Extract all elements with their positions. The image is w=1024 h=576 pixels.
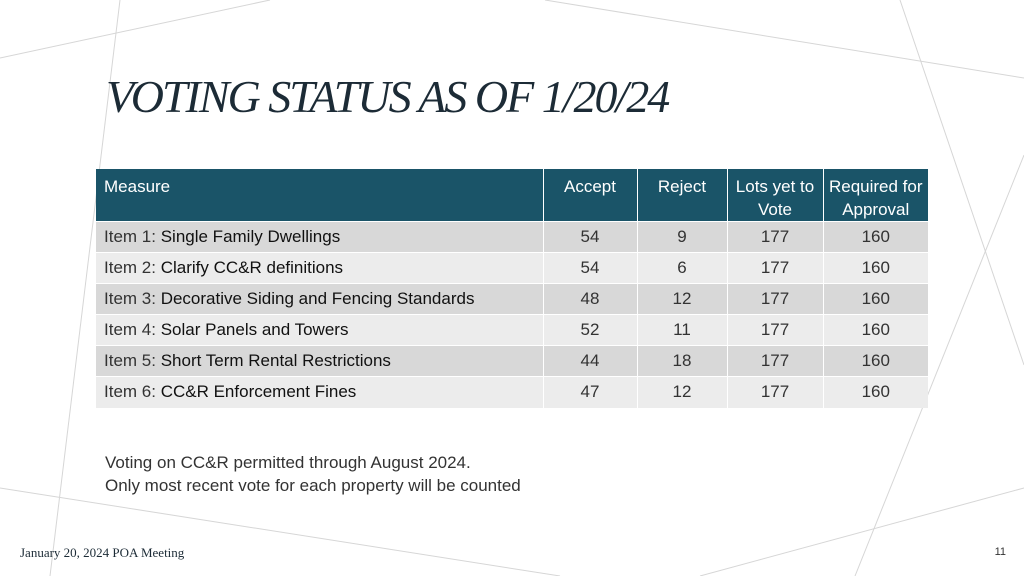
required-count: 160 xyxy=(823,221,928,253)
lots-yet-count: 177 xyxy=(727,283,824,315)
required-count: 160 xyxy=(823,376,928,408)
table-row: Item 6: CC&R Enforcement Fines 47 12 177… xyxy=(96,376,928,408)
decor-line xyxy=(0,487,561,576)
table-row: Item 1: Single Family Dwellings 54 9 177… xyxy=(96,221,928,253)
required-count: 160 xyxy=(823,345,928,377)
required-count: 160 xyxy=(823,314,928,346)
decor-line xyxy=(544,0,1024,79)
required-count: 160 xyxy=(823,252,928,284)
reject-count: 6 xyxy=(637,252,728,284)
header-reject: Reject xyxy=(637,169,728,222)
voting-status-table: Measure Accept Reject Lots yet to Vote R… xyxy=(96,169,928,408)
reject-count: 18 xyxy=(637,345,728,377)
header-lots-yet-to-vote: Lots yet to Vote xyxy=(727,169,824,222)
page-number: 11 xyxy=(994,546,1006,558)
item-name: CC&R Enforcement Fines xyxy=(160,382,357,402)
lots-yet-count: 177 xyxy=(727,314,824,346)
item-number: Item 6: xyxy=(104,382,156,402)
table-row: Item 4: Solar Panels and Towers 52 11 17… xyxy=(96,314,928,346)
lots-yet-count: 177 xyxy=(727,221,824,253)
item-number: Item 3: xyxy=(104,289,156,308)
lots-yet-count: 177 xyxy=(727,345,824,377)
reject-count: 9 xyxy=(637,221,728,253)
accept-count: 48 xyxy=(543,283,638,315)
header-measure: Measure xyxy=(96,169,544,222)
item-number: Item 2: xyxy=(104,258,156,277)
table-row: Item 5: Short Term Rental Restrictions 4… xyxy=(96,345,928,377)
reject-count: 12 xyxy=(637,283,728,315)
reject-count: 11 xyxy=(637,314,728,346)
header-required-for-approval: Required for Approval xyxy=(823,169,928,222)
item-name: Clarify CC&R definitions xyxy=(160,258,344,277)
item-name: Decorative Siding and Fencing Standards xyxy=(160,289,475,308)
voting-notes: Voting on CC&R permitted through August … xyxy=(105,451,521,497)
note-line: Only most recent vote for each property … xyxy=(105,476,521,495)
header-accept: Accept xyxy=(543,169,638,222)
measure-cell: Item 5: Short Term Rental Restrictions xyxy=(96,345,544,377)
item-name: Short Term Rental Restrictions xyxy=(160,351,391,370)
lots-yet-count: 177 xyxy=(727,252,824,284)
accept-count: 44 xyxy=(543,345,638,377)
decor-line xyxy=(0,0,271,59)
lots-yet-count: 177 xyxy=(727,376,824,408)
accept-count: 47 xyxy=(543,376,638,408)
item-number: Item 5: xyxy=(104,351,156,370)
item-number: Item 1: xyxy=(104,227,156,246)
footer-meeting-label: January 20, 2024 POA Meeting xyxy=(20,545,185,560)
measure-cell: Item 1: Single Family Dwellings xyxy=(96,221,544,253)
item-name: Solar Panels and Towers xyxy=(160,320,349,339)
slide-title: VOTING STATUS AS OF 1/20/24 xyxy=(106,71,670,122)
table-row: Item 2: Clarify CC&R definitions 54 6 17… xyxy=(96,252,928,284)
measure-cell: Item 6: CC&R Enforcement Fines xyxy=(96,376,544,408)
table-row: Item 3: Decorative Siding and Fencing St… xyxy=(96,283,928,315)
item-number: Item 4: xyxy=(104,320,156,339)
measure-cell: Item 3: Decorative Siding and Fencing St… xyxy=(96,283,544,315)
reject-count: 12 xyxy=(637,376,728,408)
accept-count: 54 xyxy=(543,252,638,284)
note-line: Voting on CC&R permitted through August … xyxy=(105,453,471,472)
accept-count: 54 xyxy=(543,221,638,253)
measure-cell: Item 2: Clarify CC&R definitions xyxy=(96,252,544,284)
item-name: Single Family Dwellings xyxy=(160,227,341,246)
accept-count: 52 xyxy=(543,314,638,346)
required-count: 160 xyxy=(823,283,928,315)
measure-cell: Item 4: Solar Panels and Towers xyxy=(96,314,544,346)
table-header-row: Measure Accept Reject Lots yet to Vote R… xyxy=(96,169,928,222)
decor-line xyxy=(699,487,1024,576)
